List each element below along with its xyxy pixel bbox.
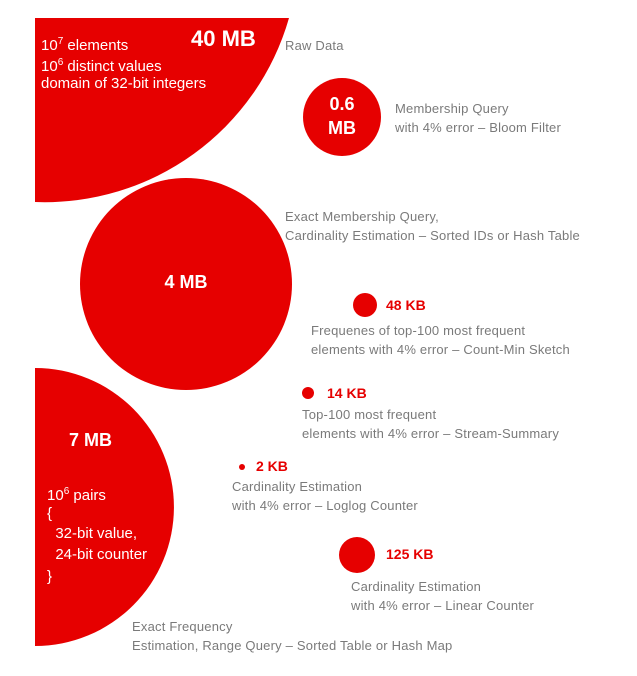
hash-map-pairs: 106 pairs (47, 482, 106, 506)
hash-map-bubble (35, 368, 174, 646)
linear-counter-label-line2: with 4% error – Linear Counter (351, 598, 535, 613)
loglog-counter-bubble (239, 464, 245, 470)
raw-data-size: 40 MB (191, 26, 256, 51)
bloom-filter-bubble (303, 78, 381, 156)
loglog-counter-label-line2: with 4% error – Loglog Counter (232, 498, 418, 513)
stream-summary-label-line2: elements with 4% error – Stream-Summary (302, 426, 560, 441)
bloom-filter-label-line1: Membership Query (395, 101, 509, 116)
raw-data-domain: domain of 32-bit integers (41, 75, 207, 92)
sorted-ids-label-line1: Exact Membership Query, (285, 209, 439, 224)
count-min-label-line2: elements with 4% error – Count-Min Sketc… (311, 342, 570, 357)
sorted-ids-size: 4 MB (164, 272, 208, 292)
hash-map-size: 7 MB (69, 430, 113, 450)
linear-counter-size: 125 KB (386, 546, 434, 562)
hash-map-open-brace: { (47, 505, 53, 522)
hash-map-pairs-text: pairs (69, 487, 106, 504)
hash-map-pairs-base: 10 (47, 487, 64, 504)
raw-elements-exponent: 7 (57, 36, 64, 47)
hash-map-value-line: 32-bit value, (47, 525, 138, 542)
stream-summary-size: 14 KB (327, 385, 367, 401)
count-min-sketch-bubble (353, 293, 377, 317)
raw-elements-text: elements (63, 37, 129, 54)
raw-distinct-base: 10 (41, 58, 58, 75)
linear-counter-bubble (339, 537, 375, 573)
hash-map-label-line2: Estimation, Range Query – Sorted Table o… (132, 638, 453, 653)
bloom-filter-size-unit: MB (328, 118, 356, 138)
raw-data-elements: 107 elements (41, 32, 128, 56)
sorted-ids-label-line2: Cardinality Estimation – Sorted IDs or H… (285, 228, 580, 243)
hash-map-pairs-exponent: 6 (63, 486, 70, 497)
raw-distinct-text: distinct values (63, 58, 162, 75)
raw-elements-base: 10 (41, 37, 58, 54)
linear-counter-label-line1: Cardinality Estimation (351, 579, 482, 594)
loglog-counter-label-line1: Cardinality Estimation (232, 479, 363, 494)
raw-distinct-exponent: 6 (57, 57, 64, 68)
bloom-filter-label-line2: with 4% error – Bloom Filter (395, 120, 561, 135)
hash-map-counter-line: 24-bit counter (47, 546, 148, 563)
raw-data-bubble (35, 18, 289, 203)
stream-summary-label-line1: Top-100 most frequent (302, 407, 437, 422)
count-min-label-line1: Frequenes of top-100 most frequent (311, 323, 526, 338)
stream-summary-bubble (302, 387, 314, 399)
hash-map-close-brace: } (47, 568, 53, 585)
bloom-filter-size-value: 0.6 (329, 94, 355, 114)
sorted-ids-bubble (80, 178, 292, 390)
loglog-counter-size: 2 KB (256, 458, 288, 474)
raw-data-label: Raw Data (285, 38, 344, 53)
hash-map-label-line1: Exact Frequency (132, 619, 233, 634)
raw-data-distinct: 106 distinct values (41, 53, 162, 77)
count-min-size: 48 KB (386, 297, 426, 313)
